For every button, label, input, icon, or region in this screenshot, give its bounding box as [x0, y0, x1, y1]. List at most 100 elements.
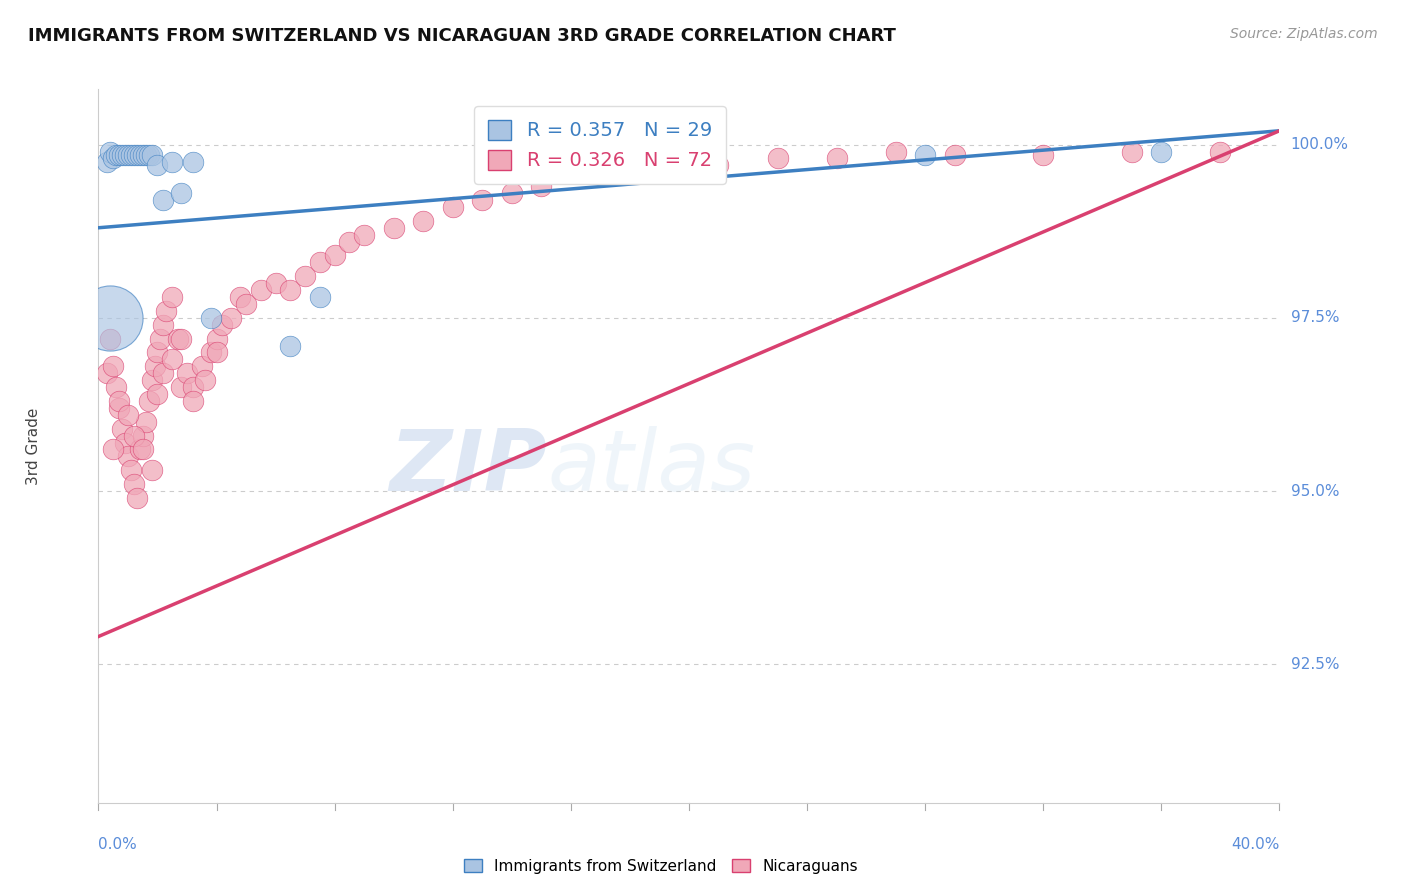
- Point: [98, 332, 121, 346]
- Point: [98, 145, 121, 159]
- Text: 40.0%: 40.0%: [1232, 838, 1279, 853]
- Point: [149, 332, 172, 346]
- Point: [120, 463, 142, 477]
- Point: [103, 152, 125, 166]
- Point: [309, 290, 332, 304]
- Point: [278, 338, 302, 352]
- Point: [205, 345, 228, 359]
- Point: [96, 366, 118, 380]
- Point: [176, 366, 198, 380]
- Point: [530, 179, 553, 194]
- Point: [128, 442, 150, 457]
- Point: [471, 193, 494, 207]
- Point: [117, 148, 139, 162]
- Text: 92.5%: 92.5%: [1291, 657, 1339, 672]
- Point: [170, 380, 193, 394]
- Point: [412, 214, 434, 228]
- Point: [825, 152, 848, 166]
- Point: [125, 491, 148, 505]
- Point: [125, 148, 148, 162]
- Point: [194, 373, 217, 387]
- Point: [250, 283, 273, 297]
- Legend: R = 0.357   N = 29, R = 0.326   N = 72: R = 0.357 N = 29, R = 0.326 N = 72: [474, 106, 725, 184]
- Point: [146, 345, 169, 359]
- Point: [337, 235, 360, 249]
- Point: [135, 415, 157, 429]
- Point: [120, 148, 142, 162]
- Point: [96, 155, 118, 169]
- Point: [162, 155, 183, 169]
- Point: [914, 148, 936, 162]
- Point: [117, 408, 139, 422]
- Point: [152, 366, 174, 380]
- Point: [181, 380, 204, 394]
- Point: [135, 148, 157, 162]
- Point: [589, 155, 612, 169]
- Point: [122, 477, 145, 491]
- Point: [191, 359, 214, 374]
- Point: [138, 148, 160, 162]
- Point: [114, 148, 136, 162]
- Point: [103, 442, 125, 457]
- Point: [138, 394, 160, 409]
- Text: atlas: atlas: [547, 425, 755, 509]
- Point: [1150, 145, 1173, 159]
- Point: [132, 442, 155, 457]
- Text: 97.5%: 97.5%: [1291, 310, 1339, 326]
- Point: [141, 463, 163, 477]
- Point: [181, 394, 204, 409]
- Text: 100.0%: 100.0%: [1291, 137, 1348, 153]
- Point: [589, 165, 612, 179]
- Point: [111, 422, 134, 436]
- Point: [162, 290, 183, 304]
- Point: [143, 359, 166, 374]
- Point: [170, 332, 193, 346]
- Point: [108, 401, 131, 415]
- Point: [501, 186, 523, 201]
- Point: [382, 220, 405, 235]
- Text: ZIP: ZIP: [389, 425, 547, 509]
- Point: [205, 332, 228, 346]
- Point: [132, 148, 155, 162]
- Point: [146, 387, 169, 401]
- Point: [441, 200, 464, 214]
- Point: [648, 158, 671, 172]
- Point: [105, 148, 128, 162]
- Point: [278, 283, 302, 297]
- Point: [353, 227, 375, 242]
- Point: [108, 394, 131, 409]
- Point: [884, 145, 907, 159]
- Point: [167, 332, 190, 346]
- Point: [200, 310, 222, 325]
- Text: 3rd Grade: 3rd Grade: [25, 408, 41, 484]
- Text: 0.0%: 0.0%: [98, 838, 138, 853]
- Point: [146, 158, 169, 172]
- Point: [664, 148, 686, 162]
- Point: [141, 373, 163, 387]
- Point: [1209, 145, 1232, 159]
- Point: [181, 155, 204, 169]
- Point: [943, 148, 966, 162]
- Point: [152, 193, 174, 207]
- Point: [132, 428, 155, 442]
- Point: [323, 248, 346, 262]
- Point: [235, 297, 257, 311]
- Point: [128, 148, 150, 162]
- Text: Source: ZipAtlas.com: Source: ZipAtlas.com: [1230, 27, 1378, 41]
- Text: IMMIGRANTS FROM SWITZERLAND VS NICARAGUAN 3RD GRADE CORRELATION CHART: IMMIGRANTS FROM SWITZERLAND VS NICARAGUA…: [28, 27, 896, 45]
- Point: [108, 148, 131, 162]
- Point: [141, 148, 163, 162]
- Point: [766, 152, 789, 166]
- Point: [105, 380, 128, 394]
- Point: [162, 352, 183, 367]
- Point: [122, 428, 145, 442]
- Point: [200, 345, 222, 359]
- Point: [229, 290, 252, 304]
- Legend: Immigrants from Switzerland, Nicaraguans: Immigrants from Switzerland, Nicaraguans: [457, 853, 865, 880]
- Point: [114, 435, 136, 450]
- Point: [117, 450, 139, 464]
- Point: [170, 186, 193, 201]
- Point: [294, 269, 316, 284]
- Point: [219, 310, 242, 325]
- Point: [98, 310, 121, 325]
